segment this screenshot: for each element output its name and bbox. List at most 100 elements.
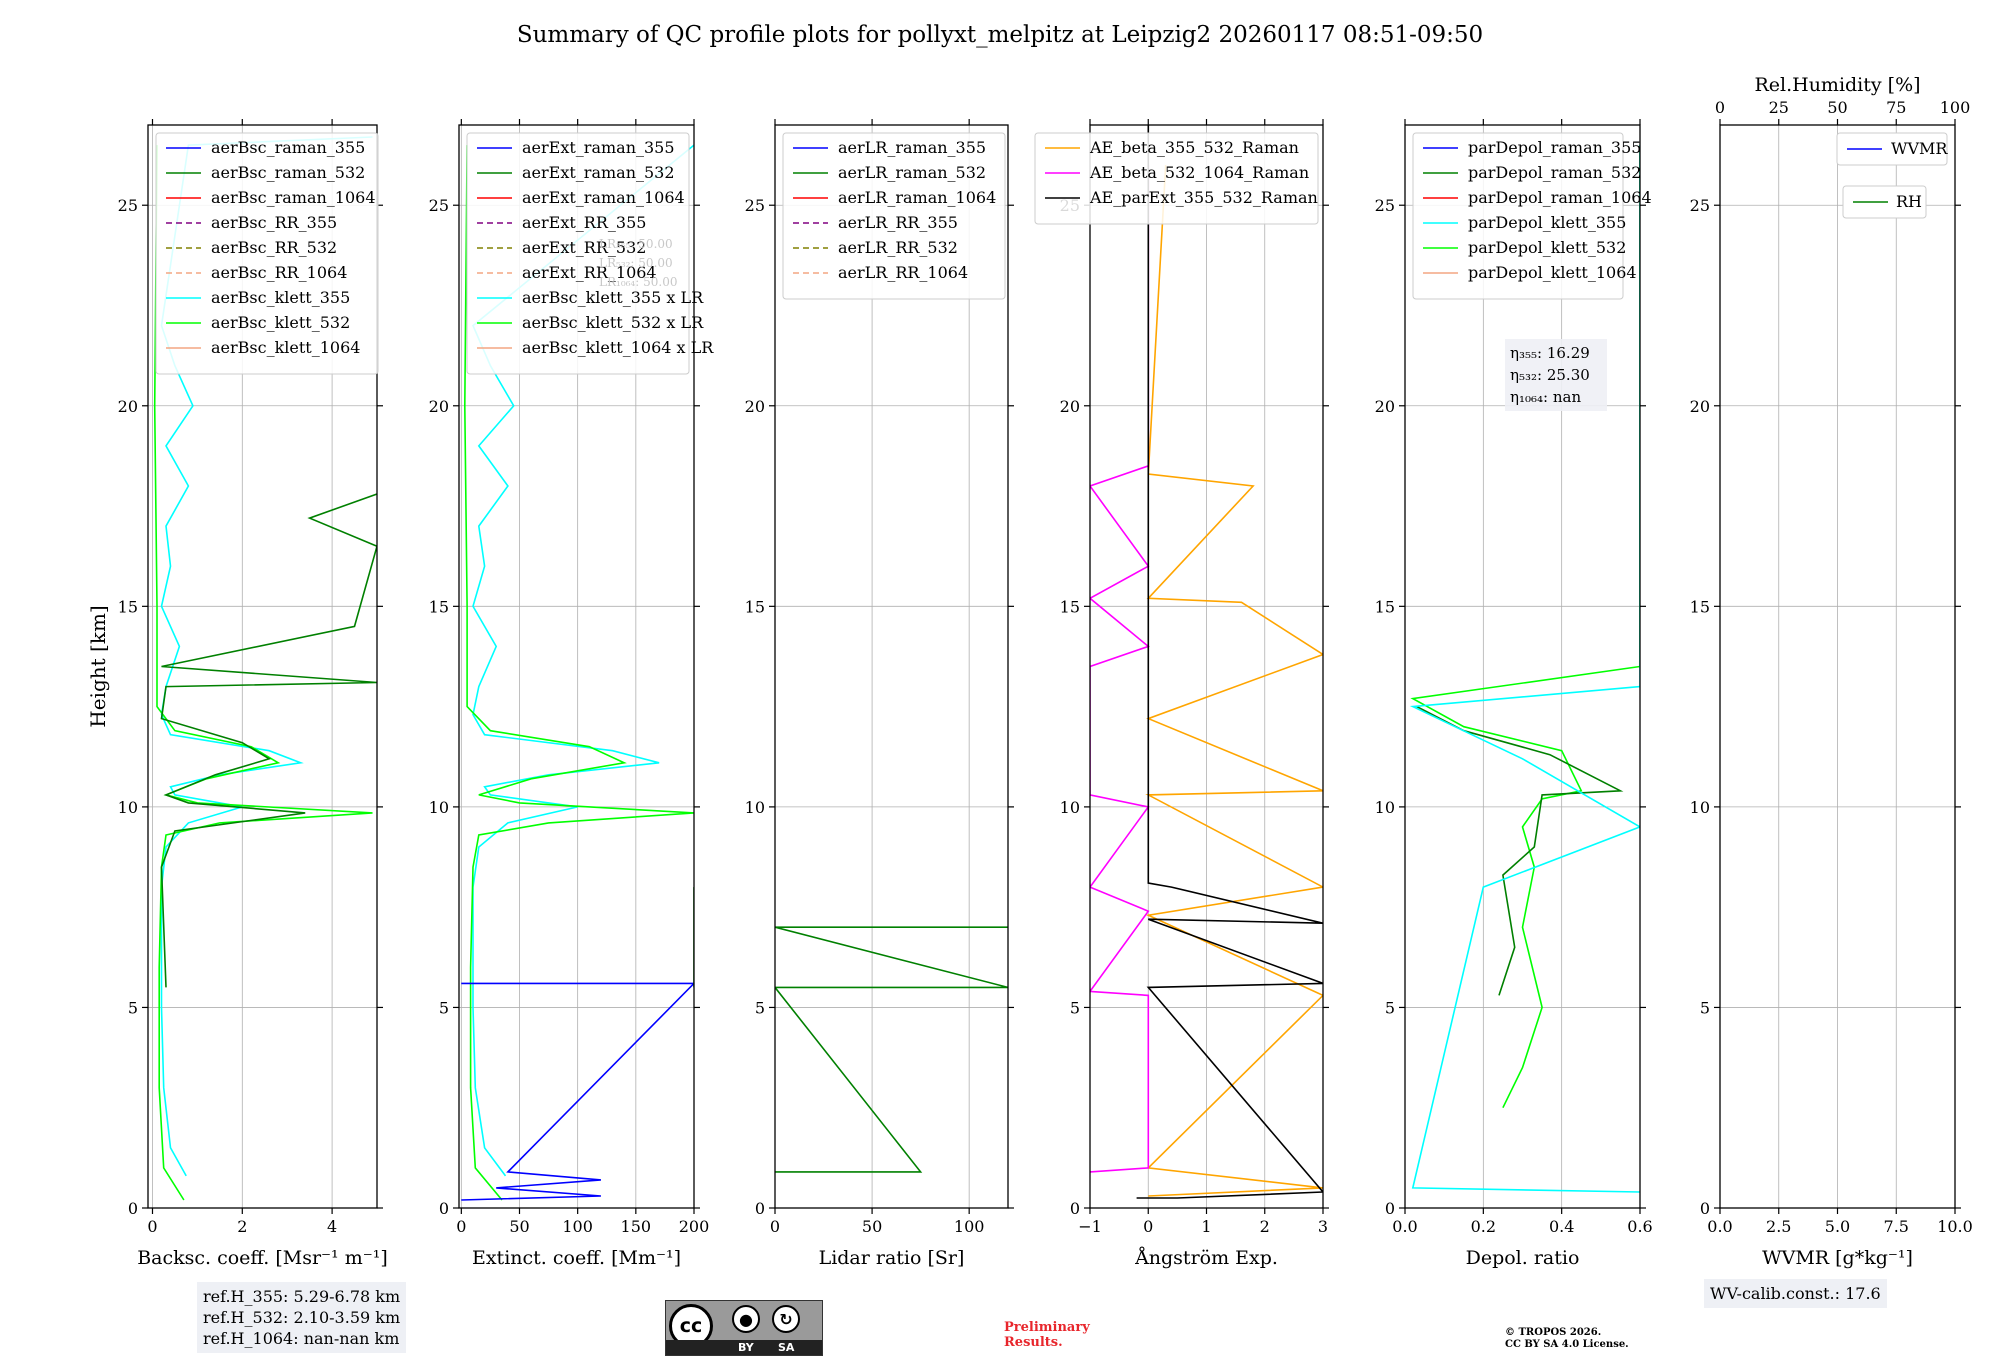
legend-box: [1412, 132, 1624, 300]
legend-label: aerExt_raman_1064: [522, 188, 685, 207]
x-axis-label: Extinct. coeff. [Mm⁻¹]: [472, 1247, 681, 1269]
badge-bar: [666, 1340, 822, 1355]
legend-label: aerLR_RR_355: [838, 213, 958, 232]
wvmr-legend-label: WVMR: [1891, 139, 1948, 158]
preliminary-notice: Preliminary Results.: [1004, 1320, 1090, 1350]
rh-legend-label: RH: [1896, 192, 1922, 211]
x-tick-label: 7.5: [1884, 1217, 1909, 1236]
panel-6: 0 5 10 15 20 25 0.0 2.5 5.0 7.5 10.0 WVMR [g*kg⁻¹] 0…: [1690, 74, 1973, 1269]
series-group: [1409, 145, 1640, 1193]
y-tick-label: 0: [128, 1199, 138, 1218]
y-tick-label: 0: [1700, 1199, 1710, 1218]
series-aerBsc_klett_532: [153, 145, 373, 1201]
x-tick-label: 50: [509, 1217, 529, 1236]
y-tick-label: 20: [745, 397, 765, 416]
eta-value: η₁₀₆₄: nan: [1510, 388, 1581, 406]
top-tick-label: 100: [1940, 98, 1971, 117]
legend-label: aerExt_raman_355: [522, 138, 675, 157]
x-tick-label: 2: [1260, 1217, 1270, 1236]
legend-label: aerBsc_klett_1064: [211, 338, 360, 357]
legend-label: aerLR_raman_1064: [838, 188, 996, 207]
legend-box: [155, 132, 379, 375]
x-axis-label: WVMR [g*kg⁻¹]: [1762, 1247, 1913, 1269]
top-tick-label: 75: [1886, 98, 1906, 117]
series-aerBsc_klett_355 x LR: [472, 144, 694, 1177]
x-tick-label: 4: [327, 1217, 337, 1236]
y-tick-label: 20: [118, 397, 138, 416]
legend-label: aerLR_RR_532: [838, 238, 958, 257]
lr-note: LR₁₀₆₄: 50.00: [599, 275, 677, 289]
copyright-line-2: CC BY SA 4.0 License.: [1505, 1339, 1629, 1350]
series-aerBsc_klett_532 x LR: [463, 145, 694, 1201]
top-tick-label: 0: [1715, 98, 1725, 117]
x-tick-label: 200: [679, 1217, 710, 1236]
series-aerLR_raman_532: [775, 926, 1008, 1173]
legend-label: aerLR_raman_532: [838, 163, 986, 182]
legend-label: aerExt_RR_532: [522, 238, 646, 257]
x-axis-label: Backsc. coeff. [Msr⁻¹ m⁻¹]: [137, 1247, 388, 1269]
y-tick-label: 5: [1700, 998, 1710, 1017]
figure-title: Summary of QC profile plots for pollyxt_…: [516, 22, 1484, 48]
lr-note: LR₅₃₂: 50.00: [599, 256, 673, 270]
y-tick-label: 25: [118, 196, 138, 215]
legend-label: parDepol_raman_355: [1468, 138, 1641, 157]
top-tick-label: 25: [1769, 98, 1789, 117]
legend-label: AE_parExt_355_532_Raman: [1089, 188, 1318, 207]
y-tick-label: 0: [439, 1199, 449, 1218]
y-tick-label: 10: [429, 798, 449, 817]
y-tick-label: 20: [1690, 397, 1710, 416]
y-tick-label: 25: [1375, 196, 1395, 215]
legend-label: aerLR_RR_1064: [838, 263, 968, 282]
x-tick-label: 2: [237, 1217, 247, 1236]
y-tick-label: 10: [1690, 798, 1710, 817]
by-person-icon: ●: [732, 1305, 760, 1333]
y-tick-label: 25: [1690, 196, 1710, 215]
y-tick-label: 0: [755, 1199, 765, 1218]
panel-2: 0 5 10 15 20 25 0 50 100 150 200 Extinct. coeff. [M…: [429, 119, 714, 1269]
legend-label: aerBsc_klett_532: [211, 313, 350, 332]
legend-label: AE_beta_355_532_Raman: [1089, 138, 1299, 157]
x-axis-label: Depol. ratio: [1466, 1247, 1580, 1269]
legend-box: [466, 132, 690, 375]
series-aerExt_raman_355: [461, 982, 694, 1201]
x-tick-label: 10.0: [1937, 1217, 1973, 1236]
panel-5: 0 5 10 15 20 25 0.0 0.2 0.4 0.6 Depol. ratio parDep…: [1375, 119, 1653, 1269]
series-aerBsc_klett_355: [160, 136, 373, 1177]
y-tick-label: 0: [1070, 1199, 1080, 1218]
series-parDepol_raman_532: [1416, 705, 1624, 996]
y-tick-label: 25: [429, 196, 449, 215]
sa-label: SA: [778, 1341, 795, 1354]
wvmr-legend-box: [1836, 132, 1948, 166]
y-tick-label: 10: [1375, 798, 1395, 817]
axes-frame: [147, 124, 378, 1209]
series-group: [153, 136, 377, 1201]
by-label: BY: [738, 1341, 754, 1354]
legend-box: [1034, 132, 1319, 225]
ref-height-1064: ref.H_1064: nan-nan km: [203, 1329, 400, 1348]
preliminary-line-1: Preliminary: [1004, 1320, 1090, 1335]
legend-label: aerLR_raman_355: [838, 138, 986, 157]
axes-frame: [458, 124, 695, 1209]
x-tick-label: 0: [770, 1217, 780, 1236]
legend-label: aerBsc_klett_355 x LR: [522, 288, 704, 307]
x-tick-label: 100: [954, 1217, 985, 1236]
legend-label: aerBsc_raman_532: [211, 163, 365, 182]
x-tick-label: 0.6: [1627, 1217, 1652, 1236]
y-axis-label: Height [km]: [86, 605, 110, 727]
legend-label: aerBsc_RR_1064: [211, 263, 347, 282]
legend-box: [782, 132, 1006, 300]
y-tick-label: 10: [1060, 798, 1080, 817]
legend-label: aerBsc_RR_532: [211, 238, 337, 257]
series-group: [1090, 125, 1323, 1199]
series-parDepol_klett_355: [1409, 145, 1640, 1193]
x-tick-label: 5.0: [1825, 1217, 1850, 1236]
y-tick-label: 5: [128, 998, 138, 1017]
ref-height-532: ref.H_532: 2.10-3.59 km: [203, 1308, 401, 1327]
y-tick-label: 15: [429, 597, 449, 616]
y-tick-label: 20: [429, 397, 449, 416]
x-tick-label: 1: [1201, 1217, 1211, 1236]
panel-1: 0 5 10 15 20 25 0 2 4 Backsc. coeff. [Msr⁻¹ m⁻¹] a…: [118, 119, 388, 1269]
lr-note: LR₃₅₅: 50.00: [599, 237, 673, 251]
x-axis-label: Ångström Exp.: [1134, 1247, 1278, 1269]
